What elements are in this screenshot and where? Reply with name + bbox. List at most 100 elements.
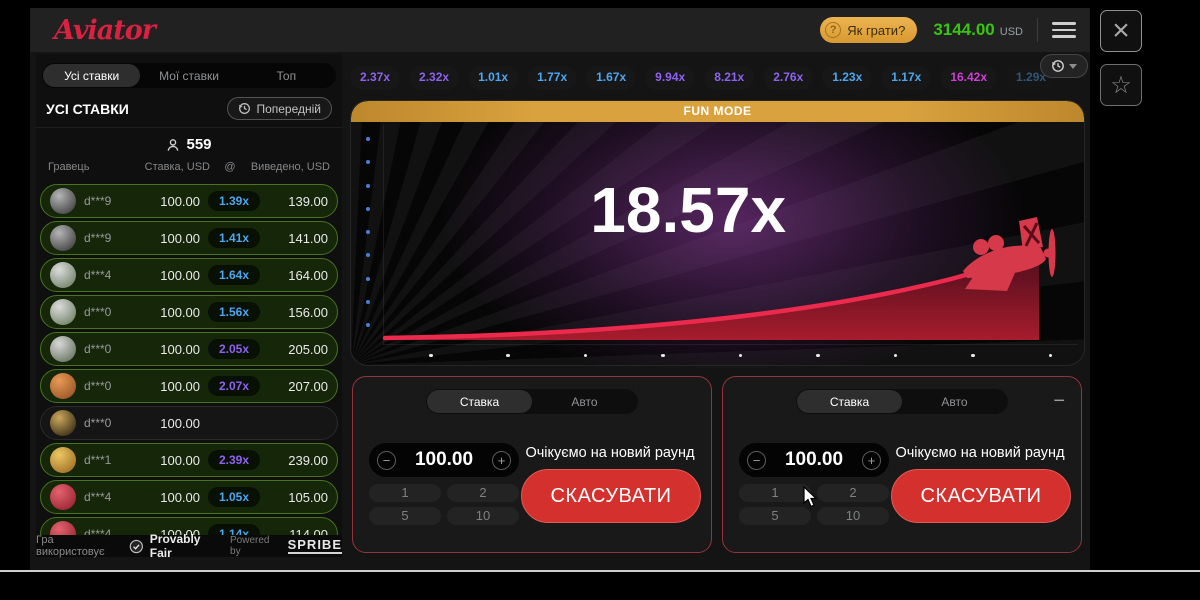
- player-avatar: [50, 447, 76, 473]
- history-clock-icon: [239, 103, 251, 114]
- win-amount: 156.00: [288, 304, 328, 320]
- quick-bet-button[interactable]: 1: [739, 484, 811, 502]
- player-name: d***4: [84, 268, 112, 282]
- bet-amount-value[interactable]: 100.00: [414, 449, 474, 470]
- bet-row: d***0 100.00 1.56x 156.00: [40, 295, 338, 329]
- y-axis-dots: [366, 137, 370, 327]
- bet-amount: 100.00: [160, 489, 200, 505]
- player-avatar: [50, 188, 76, 214]
- cashout-multiplier-badge: 1.05x: [208, 487, 260, 507]
- quick-bet-button[interactable]: 5: [739, 507, 811, 525]
- history-multiplier: 9.94x: [645, 66, 696, 90]
- bet-panel-tab-0[interactable]: Ставка: [797, 390, 902, 413]
- bet-panel-tabs: Ставка Авто: [796, 389, 1008, 414]
- bet-panel: Ставка Авто − − 100.00 + 1 2 5 10 Очікуємо н…: [722, 376, 1082, 553]
- y-axis-line: [383, 125, 384, 345]
- player-name: d***0: [84, 379, 112, 393]
- previous-round-button[interactable]: Попередній: [227, 97, 332, 120]
- y-axis-dot: [366, 230, 370, 234]
- fun-mode-banner: FUN MODE: [351, 101, 1084, 122]
- quick-bet-button[interactable]: 5: [369, 507, 441, 525]
- win-amount: 205.00: [288, 341, 328, 357]
- cancel-bet-button[interactable]: СКАСУВАТИ: [521, 469, 701, 523]
- x-axis-dot: [583, 353, 588, 357]
- how-to-play-button[interactable]: ? Як грати?: [820, 17, 918, 43]
- cashout-multiplier-badge: 2.07x: [208, 376, 260, 396]
- bet-amount: 100.00: [160, 304, 200, 320]
- current-multiplier: 18.57x: [590, 174, 787, 246]
- provably-fair-label[interactable]: Provably Fair: [149, 532, 201, 560]
- bet-panel-tabs: Ставка Авто: [426, 389, 638, 414]
- history-multiplier: 2.37x: [350, 66, 401, 90]
- cashout-multiplier-badge: 1.39x: [208, 191, 260, 211]
- sidebar-tab-1[interactable]: Мої ставки: [159, 68, 219, 83]
- bet-row: d***1 100.00 2.39x 239.00: [40, 443, 338, 477]
- player-avatar: [50, 410, 76, 436]
- cashout-multiplier-badge: 2.39x: [208, 450, 260, 470]
- history-multiplier: 1.67x: [586, 66, 637, 90]
- person-icon: [167, 138, 179, 151]
- question-mark-icon: ?: [825, 22, 842, 38]
- bet-panel-tab-1[interactable]: Авто: [941, 394, 968, 409]
- balance-currency: USD: [999, 26, 1023, 38]
- favorite-button[interactable]: ☆: [1100, 64, 1142, 106]
- decrease-bet-button[interactable]: −: [747, 450, 766, 470]
- bet-amount: 100.00: [160, 341, 200, 357]
- bets-sidebar: Усі ставки Мої ставки Топ УСІ СТАВКИ Попер…: [36, 54, 342, 560]
- collapse-panel-button[interactable]: −: [1053, 390, 1065, 412]
- game-main: 2.37x 2.32x 1.01x 1.77x 1.67x 9.94x 8.21x 2.76x…: [350, 54, 1090, 557]
- player-name: d***9: [84, 194, 112, 208]
- bet-row: d***4 100.00 1.05x 105.00: [40, 480, 338, 514]
- cashout-multiplier-badge: 1.64x: [208, 265, 260, 285]
- y-axis-dot: [366, 206, 370, 211]
- sidebar-tab-2[interactable]: Топ: [276, 68, 297, 83]
- history-dropdown-button[interactable]: [1040, 54, 1088, 78]
- bet-row: d***0 100.00: [40, 406, 338, 440]
- bet-panel-tab-0[interactable]: Ставка: [427, 390, 532, 413]
- x-axis-dot: [1048, 353, 1052, 357]
- history-multiplier: 1.01x: [468, 66, 519, 90]
- history-clock-icon: [1052, 60, 1064, 72]
- x-axis-dots: [429, 353, 1052, 357]
- decrease-bet-button[interactable]: −: [377, 450, 396, 470]
- bet-amount-value[interactable]: 100.00: [784, 449, 844, 470]
- player-name: d***0: [84, 305, 112, 319]
- close-button[interactable]: ×: [1100, 10, 1142, 52]
- bet-amount: 100.00: [160, 230, 200, 246]
- menu-icon[interactable]: [1052, 22, 1076, 38]
- bet-amount: 100.00: [160, 526, 200, 536]
- quick-bet-button[interactable]: 2: [817, 484, 889, 502]
- cashout-multiplier-badge: 2.05x: [208, 339, 260, 359]
- star-icon: ☆: [1110, 71, 1132, 99]
- bet-row: d***0 100.00 2.07x 207.00: [40, 369, 338, 403]
- bet-row: d***4 100.00 1.14x 114.00: [40, 517, 338, 535]
- increase-bet-button[interactable]: +: [492, 450, 511, 470]
- quick-bet-button[interactable]: 1: [369, 484, 441, 502]
- column-headers: Гравець Ставка, USD @ Виведено, USD: [48, 161, 330, 173]
- quick-bet-button[interactable]: 10: [447, 507, 519, 525]
- bet-panel-tab-1[interactable]: Авто: [571, 394, 598, 409]
- bet-amount: 100.00: [160, 452, 200, 468]
- aviator-app: Aviator ? Як грати? 3144.00 USD Усі став…: [30, 8, 1090, 570]
- history-multiplier: 8.21x: [704, 66, 755, 90]
- history-list: 2.37x 2.32x 1.01x 1.77x 1.67x 9.94x 8.21x 2.76x…: [350, 66, 1090, 90]
- quick-bet-button[interactable]: 2: [447, 484, 519, 502]
- flight-curve: [382, 217, 1056, 341]
- player-avatar: [50, 336, 76, 362]
- quick-bet-button[interactable]: 10: [817, 507, 889, 525]
- history-multiplier: 1.17x: [881, 66, 932, 90]
- y-axis-dot: [366, 253, 370, 258]
- sidebar-tab-0[interactable]: Усі ставки: [43, 64, 141, 87]
- letterbox: [0, 572, 1200, 600]
- increase-bet-button[interactable]: +: [862, 450, 881, 470]
- x-axis-dot: [661, 353, 665, 357]
- cashout-multiplier-badge: 1.14x: [208, 524, 260, 535]
- divider: [1037, 18, 1038, 42]
- x-axis-line: [383, 344, 1078, 345]
- cancel-bet-button[interactable]: СКАСУВАТИ: [891, 469, 1071, 523]
- x-axis-dot: [429, 353, 433, 357]
- win-amount: 141.00: [288, 230, 328, 246]
- spribe-logo[interactable]: SPRIBE: [287, 537, 342, 554]
- section-title: УСІ СТАВКИ: [46, 100, 129, 117]
- aviator-logo: Aviator: [54, 14, 156, 46]
